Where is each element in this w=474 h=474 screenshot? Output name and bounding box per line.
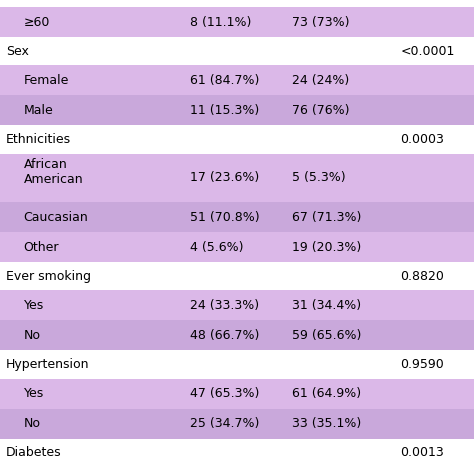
Text: ≥60: ≥60 — [24, 16, 50, 28]
Bar — [0, 37, 474, 65]
Text: Caucasian: Caucasian — [24, 210, 89, 224]
Text: 0.9590: 0.9590 — [401, 358, 444, 371]
Bar — [0, 350, 474, 379]
Text: 0.8820: 0.8820 — [401, 270, 445, 283]
Bar — [0, 409, 474, 439]
Text: 5 (5.3%): 5 (5.3%) — [292, 171, 345, 184]
Bar — [0, 65, 474, 95]
Bar — [0, 232, 474, 262]
Text: 4 (5.6%): 4 (5.6%) — [190, 241, 243, 254]
Text: Other: Other — [24, 241, 59, 254]
Text: Ever smoking: Ever smoking — [6, 270, 91, 283]
Text: African
American: African American — [24, 158, 83, 186]
Bar — [0, 320, 474, 350]
Text: 61 (64.9%): 61 (64.9%) — [292, 387, 361, 400]
Text: 67 (71.3%): 67 (71.3%) — [292, 210, 361, 224]
Bar — [0, 126, 474, 154]
Bar — [0, 291, 474, 320]
Text: 19 (20.3%): 19 (20.3%) — [292, 241, 361, 254]
Text: 0.0003: 0.0003 — [401, 133, 445, 146]
Text: 24 (33.3%): 24 (33.3%) — [190, 299, 259, 312]
Text: Ethnicities: Ethnicities — [6, 133, 71, 146]
Text: 17 (23.6%): 17 (23.6%) — [190, 171, 259, 184]
Bar — [0, 154, 474, 202]
Text: Male: Male — [24, 104, 54, 117]
Bar — [0, 379, 474, 409]
Text: <0.0001: <0.0001 — [401, 45, 455, 58]
Text: Female: Female — [24, 74, 69, 87]
Text: 11 (15.3%): 11 (15.3%) — [190, 104, 259, 117]
Text: 25 (34.7%): 25 (34.7%) — [190, 417, 259, 430]
Text: No: No — [24, 417, 41, 430]
Bar — [0, 262, 474, 291]
Text: 51 (70.8%): 51 (70.8%) — [190, 210, 259, 224]
Text: 73 (73%): 73 (73%) — [292, 16, 349, 28]
Bar — [0, 7, 474, 37]
Text: Sex: Sex — [6, 45, 29, 58]
Text: 48 (66.7%): 48 (66.7%) — [190, 329, 259, 342]
Text: 76 (76%): 76 (76%) — [292, 104, 349, 117]
Text: Diabetes: Diabetes — [6, 447, 62, 459]
Bar — [0, 439, 474, 467]
Bar — [0, 202, 474, 232]
Text: 0.0013: 0.0013 — [401, 447, 444, 459]
Text: 8 (11.1%): 8 (11.1%) — [190, 16, 251, 28]
Text: Hypertension: Hypertension — [6, 358, 90, 371]
Text: 31 (34.4%): 31 (34.4%) — [292, 299, 361, 312]
Text: Yes: Yes — [24, 387, 44, 400]
Bar — [0, 95, 474, 126]
Text: 61 (84.7%): 61 (84.7%) — [190, 74, 259, 87]
Text: 47 (65.3%): 47 (65.3%) — [190, 387, 259, 400]
Text: 24 (24%): 24 (24%) — [292, 74, 349, 87]
Text: No: No — [24, 329, 41, 342]
Text: Yes: Yes — [24, 299, 44, 312]
Text: 59 (65.6%): 59 (65.6%) — [292, 329, 361, 342]
Text: 33 (35.1%): 33 (35.1%) — [292, 417, 361, 430]
